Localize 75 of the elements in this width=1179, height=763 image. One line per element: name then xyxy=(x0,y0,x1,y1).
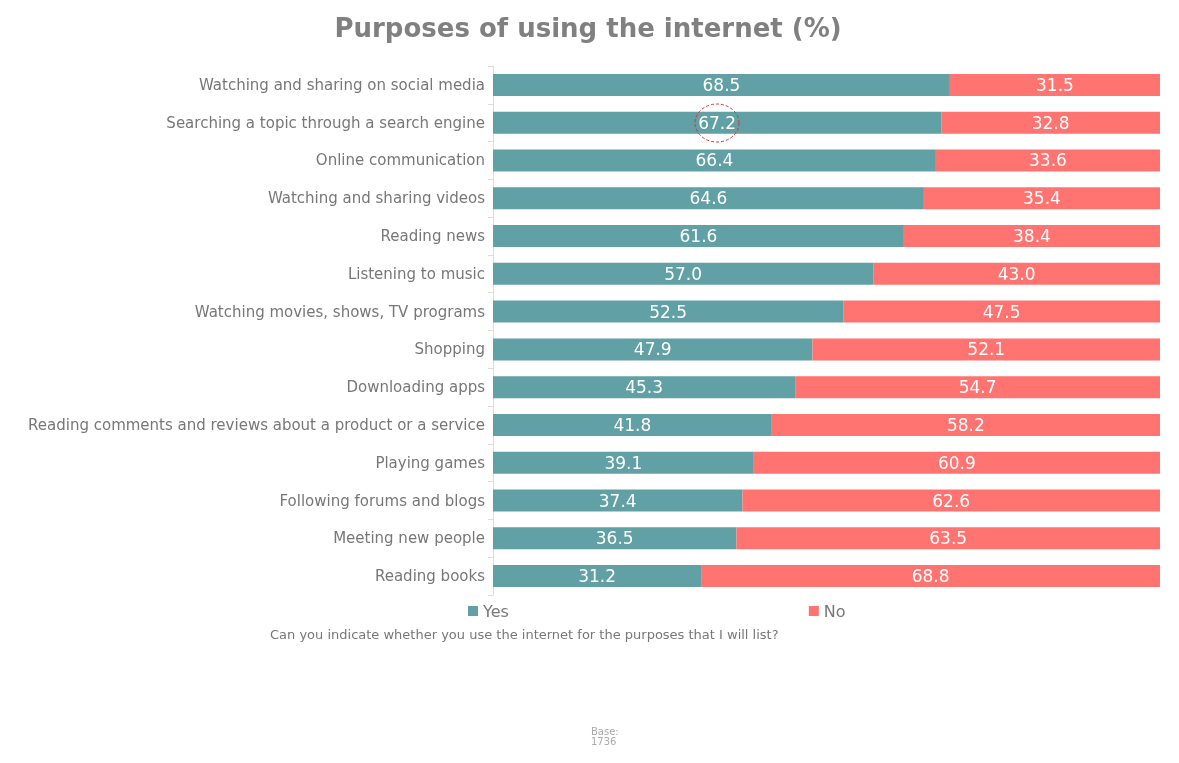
bar xyxy=(753,451,1160,474)
y-tick-label: Reading comments and reviews about a product or a service xyxy=(28,415,485,434)
data-label: 41.8 xyxy=(613,414,652,435)
data-label: 37.4 xyxy=(598,490,637,511)
data-label: 38.4 xyxy=(1013,226,1051,247)
data-label: 62.6 xyxy=(932,490,971,511)
data-label: 66.4 xyxy=(695,150,734,171)
bar xyxy=(493,187,924,210)
y-tick-label: Watching movies, shows, TV programs xyxy=(194,302,486,321)
y-tick-label: Shopping xyxy=(414,340,485,359)
bar xyxy=(493,413,772,436)
y-tick-label: Watching and sharing on social media xyxy=(198,75,485,94)
bar xyxy=(873,262,1160,285)
bar xyxy=(493,565,702,588)
data-label: 67.2 xyxy=(698,112,737,133)
data-label: 32.8 xyxy=(1031,112,1070,133)
bar xyxy=(701,565,1160,588)
data-label: 45.3 xyxy=(625,377,664,398)
data-label: 52.1 xyxy=(967,339,1006,360)
y-tick-label: Following forums and blogs xyxy=(279,491,486,510)
chart-title: Purposes of using the internet (%) xyxy=(334,13,842,43)
bar xyxy=(771,413,1160,436)
data-label: 47.9 xyxy=(633,339,672,360)
y-tick-label: Downloading apps xyxy=(346,378,486,397)
y-tick-label: Online communication xyxy=(315,151,485,170)
y-tick-label: Reading books xyxy=(374,567,486,586)
data-label: 35.4 xyxy=(1023,188,1061,209)
bar xyxy=(795,376,1160,399)
data-label: 60.9 xyxy=(937,452,976,473)
data-label: 33.6 xyxy=(1029,150,1067,171)
bar xyxy=(493,300,844,323)
legend-label: Yes xyxy=(482,601,509,621)
data-label: 58.2 xyxy=(946,414,985,435)
data-label: 31.5 xyxy=(1036,74,1074,95)
y-tick-label: Searching a topic through a search engine xyxy=(166,113,485,132)
data-label: 57.0 xyxy=(664,263,703,284)
data-label: 68.8 xyxy=(911,566,950,587)
bar xyxy=(493,149,936,172)
bar xyxy=(493,225,904,248)
bar xyxy=(493,451,754,474)
text: Can you indicate whether you use the internet for the purposes that I will list? xyxy=(270,627,779,642)
y-tick-label: Meeting new people xyxy=(333,529,485,548)
legend-label: No xyxy=(823,601,846,621)
y-tick-label: Watching and sharing videos xyxy=(267,189,486,208)
bar xyxy=(493,376,796,399)
bar xyxy=(941,111,1160,134)
data-label: 54.7 xyxy=(958,377,997,398)
bar xyxy=(742,489,1160,512)
bar xyxy=(812,338,1160,361)
bar xyxy=(493,111,942,134)
y-tick-label: Playing games xyxy=(375,453,486,472)
text: Base: 1736 xyxy=(591,725,619,747)
data-label: 47.5 xyxy=(982,301,1021,322)
data-label: 52.5 xyxy=(649,301,688,322)
bar xyxy=(843,300,1160,323)
data-label: 64.6 xyxy=(689,188,728,209)
bar xyxy=(493,73,950,96)
data-label: 68.5 xyxy=(702,74,741,95)
bar xyxy=(736,527,1160,550)
bar xyxy=(949,73,1160,96)
bar xyxy=(493,527,737,550)
data-label: 63.5 xyxy=(929,528,968,549)
bar xyxy=(923,187,1160,210)
y-tick-label: Listening to music xyxy=(347,264,485,283)
data-label: 36.5 xyxy=(595,528,634,549)
bar xyxy=(493,489,743,512)
bar xyxy=(903,225,1160,248)
bar xyxy=(493,262,874,285)
bar xyxy=(935,149,1160,172)
y-tick-label: Reading news xyxy=(380,227,486,246)
data-label: 61.6 xyxy=(679,226,718,247)
data-label: 31.2 xyxy=(578,566,616,587)
data-label: 43.0 xyxy=(997,263,1036,284)
bar xyxy=(493,338,813,361)
data-label: 39.1 xyxy=(604,452,643,473)
